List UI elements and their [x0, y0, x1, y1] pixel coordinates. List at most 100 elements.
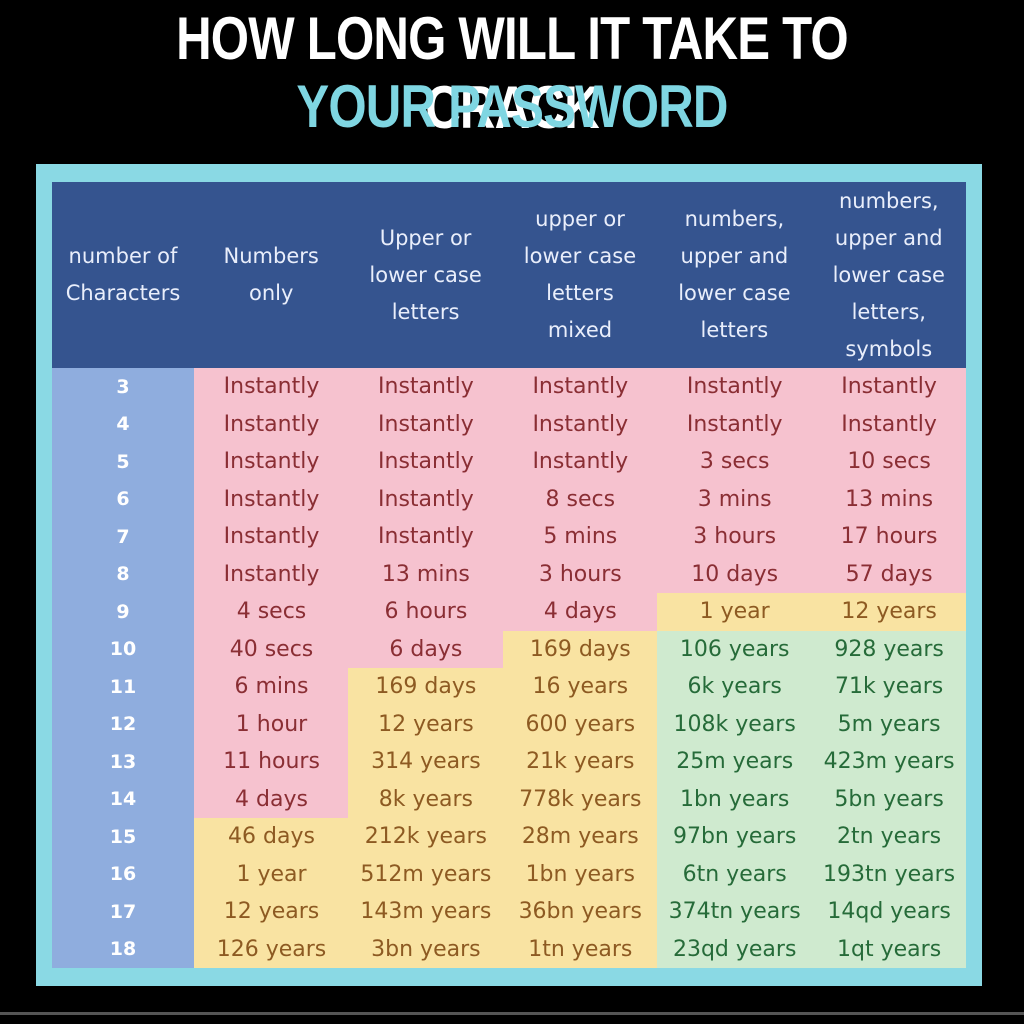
medium-zone [348, 668, 504, 968]
table-cell: 36bn years [518, 899, 643, 925]
table-cell: 778k years [519, 786, 642, 812]
column-header-4: numbers, upper and lower case letters [678, 207, 791, 342]
table-cell: Instantly [223, 486, 320, 512]
character-count: 9 [116, 600, 130, 623]
table-cell: Instantly [686, 374, 783, 400]
table-cell: 46 days [228, 824, 315, 850]
table-cell: 57 days [845, 561, 933, 587]
page-title: HOW LONG WILL IT TAKE TO CRACK [176, 5, 849, 141]
table-cell: Instantly [378, 411, 474, 437]
character-count: 8 [116, 563, 130, 586]
table-cell: 106 years [679, 636, 790, 662]
table-cell: 12 years [223, 899, 320, 925]
table-frame: number of Characters Numbers only Upper or… [36, 164, 982, 986]
character-count-column [52, 368, 194, 968]
table-cell: 12 years [378, 711, 474, 737]
table-cell: Instantly [841, 411, 937, 437]
table-cell: 928 years [834, 636, 944, 662]
table-cell: 169 days [529, 636, 631, 662]
table-cell: Instantly [686, 411, 783, 437]
table-cell: 6 hours [384, 599, 468, 625]
character-count: 14 [109, 788, 137, 811]
table-cell: 13 mins [845, 486, 934, 512]
table-cell: 25m years [676, 749, 794, 775]
column-header-5: numbers, upper and lower case letters, s… [832, 188, 945, 361]
table-cell: Instantly [378, 524, 474, 550]
table-cell: 600 years [525, 711, 636, 737]
character-count: 13 [109, 750, 137, 773]
table-cell: 17 hours [840, 524, 938, 550]
column-header-2: Upper or lower case letters [369, 225, 482, 324]
character-count: 18 [109, 938, 137, 961]
medium-zone [502, 630, 658, 968]
table-cell: 423m years [823, 749, 955, 775]
table-cell: 21k years [526, 749, 635, 775]
divider [0, 1012, 1024, 1015]
table-cell: 4 days [235, 786, 308, 812]
table-cell: 212k years [364, 824, 488, 850]
table-cell: 23qd years [672, 936, 797, 962]
table-cell: Instantly [223, 524, 320, 550]
character-count: 12 [109, 713, 137, 736]
table-cell: 3bn years [371, 936, 481, 962]
long-zone [657, 630, 813, 968]
character-count: 6 [116, 488, 130, 511]
table-cell: 1bn years [525, 861, 636, 887]
table-cell: 314 years [371, 749, 481, 775]
table-cell: 6 mins [234, 674, 309, 700]
table-cell: 1 year [236, 861, 307, 887]
table-cell: 169 days [375, 674, 477, 700]
table-cell: Instantly [223, 411, 320, 437]
character-count: 7 [116, 525, 130, 548]
table-cell: 10 secs [847, 449, 931, 475]
table-cell: 28m years [521, 824, 639, 850]
character-count: 10 [109, 638, 137, 661]
character-count: 5 [116, 450, 130, 473]
medium-zone [811, 593, 967, 631]
column-header-3: upper or lower case letters mixed [523, 207, 637, 342]
table-cell: Instantly [223, 561, 320, 587]
character-count: 4 [116, 413, 130, 436]
table-cell: 3 secs [699, 449, 770, 475]
table-cell: 1bn years [679, 786, 790, 812]
table-header: number of Characters Numbers only Upper or… [52, 182, 966, 368]
table-cell: 2tn years [837, 824, 942, 850]
table-cell: 108k years [673, 711, 796, 737]
character-count: 15 [109, 825, 137, 848]
table-cell: 6tn years [682, 861, 787, 887]
table-cell: 4 secs [236, 599, 307, 625]
table-cell: Instantly [378, 374, 474, 400]
table-cell: Instantly [532, 374, 629, 400]
table-cell: 4 days [543, 599, 617, 625]
table-cell: 10 days [691, 561, 779, 587]
table-cell: Instantly [223, 374, 320, 400]
table-cell: Instantly [532, 411, 629, 437]
medium-zone [194, 818, 349, 968]
table-cell: 126 years [216, 936, 327, 962]
table-cell: Instantly [378, 449, 474, 475]
character-count: 11 [109, 675, 137, 698]
table-cell: 3 hours [538, 561, 622, 587]
character-count: 3 [116, 375, 130, 398]
long-zone [811, 630, 967, 968]
character-count: 17 [109, 900, 137, 923]
table-cell: 11 hours [223, 749, 320, 775]
table-cell: 97bn years [672, 824, 797, 850]
table-cell: 1tn years [528, 936, 633, 962]
table-cell: 1 year [699, 599, 770, 625]
table-cell: 71k years [834, 674, 944, 700]
column-header-1: Numbers only [223, 244, 319, 305]
table-cell: 1qt years [837, 936, 942, 962]
table-cell: 6 days [389, 636, 463, 662]
table-cell: 16 years [532, 674, 629, 700]
crack-time-table: number of Characters Numbers only Upper or… [52, 182, 967, 968]
table-cell: 12 years [841, 599, 937, 625]
table-cell: 193tn years [823, 861, 956, 887]
table-cell: 6k years [687, 674, 782, 700]
column-header-0: number of Characters [65, 244, 181, 305]
table-cell: Instantly [223, 449, 320, 475]
table-cell: 143m years [360, 899, 492, 925]
table-cell: 14qd years [827, 899, 951, 925]
table-cell: Instantly [532, 449, 629, 475]
table-cell: 5bn years [834, 786, 944, 812]
